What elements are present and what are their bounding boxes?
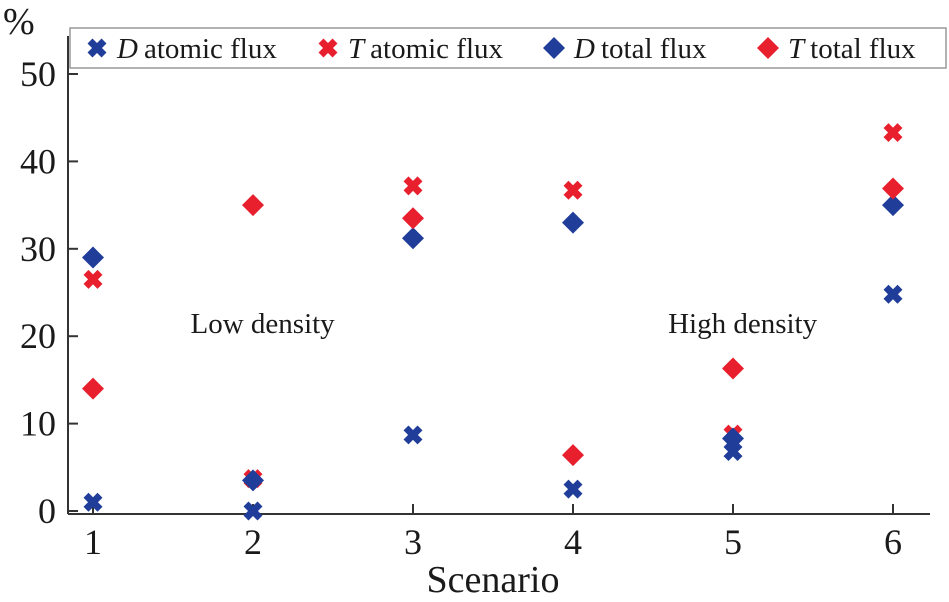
annotation-label: High density bbox=[668, 308, 818, 340]
point-t-total-flux bbox=[562, 444, 584, 467]
point-d-total-flux bbox=[562, 211, 584, 234]
point-t-total-flux bbox=[722, 357, 744, 380]
x-tick-label: 2 bbox=[244, 522, 262, 562]
point-d-atomic-flux bbox=[723, 442, 743, 462]
point-d-total-flux bbox=[882, 194, 904, 217]
point-t-atomic-flux bbox=[563, 180, 583, 200]
legend-label: atomic flux bbox=[370, 33, 503, 65]
point-t-total-flux bbox=[402, 207, 424, 230]
y-tick-label: 0 bbox=[38, 491, 56, 531]
y-tick-label: 30 bbox=[20, 229, 56, 269]
x-tick-label: 5 bbox=[724, 522, 742, 562]
annotation-label: Low density bbox=[191, 308, 336, 340]
y-tick-label: 50 bbox=[20, 54, 56, 94]
data-points bbox=[82, 123, 904, 521]
y-tick-label: 20 bbox=[20, 316, 56, 356]
legend-marker-d-atomic-flux bbox=[87, 38, 107, 58]
y-tick-label: 40 bbox=[20, 141, 56, 181]
point-d-atomic-flux bbox=[403, 425, 423, 445]
y-ticks: 0 10 20 30 40 50 bbox=[20, 54, 78, 531]
legend-label: total flux bbox=[601, 33, 707, 65]
legend-box bbox=[69, 27, 947, 69]
point-t-total-flux bbox=[882, 177, 904, 200]
x-tick-label: 6 bbox=[884, 522, 902, 562]
legend-label: atomic flux bbox=[144, 33, 277, 65]
point-d-total-flux bbox=[242, 469, 264, 492]
x-tick-label: 3 bbox=[404, 522, 422, 562]
point-d-atomic-flux bbox=[243, 501, 263, 521]
point-d-total-flux bbox=[402, 227, 424, 250]
legend-marker-t-atomic-flux bbox=[318, 38, 338, 58]
x-axis-title: Scenario bbox=[427, 559, 560, 601]
point-d-atomic-flux bbox=[83, 492, 103, 512]
legend-variable: D bbox=[573, 33, 595, 65]
legend-marker-d-total-flux bbox=[543, 37, 565, 59]
y-tick-label: 10 bbox=[20, 404, 56, 444]
point-d-atomic-flux bbox=[883, 284, 903, 304]
legend-marker-t-total-flux bbox=[757, 37, 779, 59]
x-ticks: 1 2 3 4 5 6 bbox=[84, 504, 902, 562]
point-t-total-flux bbox=[242, 194, 264, 217]
legend-variable: T bbox=[348, 33, 366, 65]
point-t-atomic-flux bbox=[83, 269, 103, 289]
legend-label: total flux bbox=[810, 33, 916, 65]
point-t-atomic-flux bbox=[883, 123, 903, 143]
point-d-atomic-flux bbox=[563, 479, 583, 499]
point-d-total-flux bbox=[722, 427, 744, 450]
x-tick-label: 4 bbox=[564, 522, 582, 562]
x-tick-label: 1 bbox=[84, 522, 102, 562]
legend-variable: T bbox=[788, 33, 806, 65]
point-t-atomic-flux bbox=[403, 176, 423, 196]
axes bbox=[67, 36, 930, 515]
annotations: Low density High density bbox=[191, 308, 818, 340]
y-axis-title: % bbox=[3, 1, 35, 43]
point-d-total-flux bbox=[82, 246, 104, 269]
point-t-total-flux bbox=[82, 377, 104, 400]
legend-variable: D bbox=[116, 33, 138, 65]
